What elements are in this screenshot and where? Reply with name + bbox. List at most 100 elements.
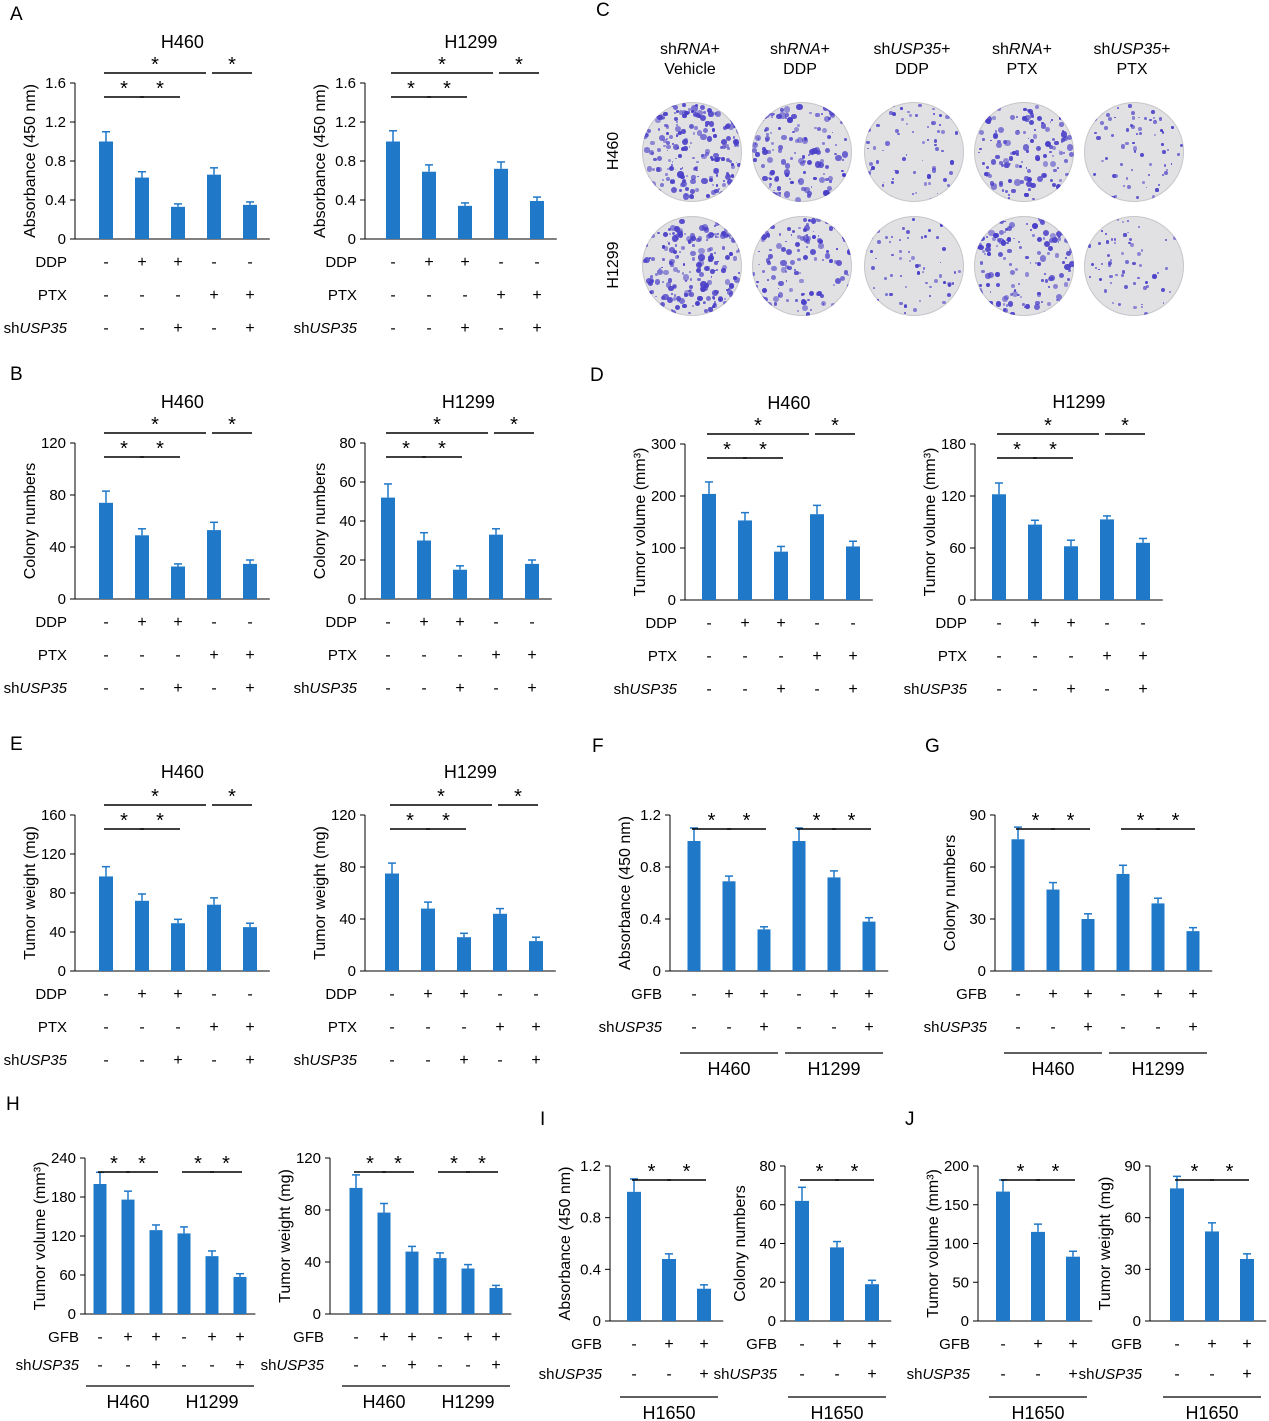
colony-dot — [717, 197, 720, 199]
colony-dot — [996, 141, 1003, 149]
colony-dot — [1090, 184, 1095, 189]
colony-dot — [818, 243, 824, 249]
row-label-shusp35: shUSP35 — [924, 1019, 988, 1036]
colony-dot — [891, 112, 896, 117]
significance-star: * — [1137, 810, 1145, 832]
colony-dot — [694, 125, 698, 130]
colony-dot — [979, 147, 982, 151]
condition-mark: - — [425, 1019, 430, 1036]
colony-dot — [1117, 302, 1122, 307]
colony-dot — [689, 270, 692, 273]
colony-dot — [1022, 116, 1027, 121]
colony-dot — [1029, 120, 1035, 126]
colony-dot — [1033, 129, 1036, 131]
colony-dot — [1067, 134, 1072, 140]
significance-star: * — [407, 78, 415, 100]
colony-dot — [708, 121, 714, 127]
y-tick-label: 1.6 — [45, 75, 66, 92]
condition-mark: + — [245, 1052, 254, 1069]
colony-dot — [1120, 274, 1125, 278]
condition-mark: + — [867, 1336, 876, 1353]
colony-dot — [758, 250, 760, 253]
colony-dot — [926, 138, 929, 142]
colony-dot — [769, 248, 772, 251]
colony-dot — [735, 161, 738, 164]
colony-dot — [991, 183, 998, 190]
colony-dot — [723, 227, 729, 232]
condition-mark: - — [139, 1052, 144, 1069]
chart-title: H460 — [161, 762, 204, 782]
colony-dot — [780, 246, 787, 253]
colony-dot — [770, 113, 774, 117]
colony-dot — [772, 149, 775, 152]
colony-dot — [1163, 164, 1167, 168]
colony-dot — [770, 132, 773, 135]
colony-dot — [773, 196, 779, 202]
colony-dot — [701, 154, 705, 158]
condition-mark: - — [796, 1019, 801, 1036]
colony-dot — [651, 256, 656, 261]
colony-dot — [1055, 230, 1062, 237]
plate-column-label: shRNA+ DDP — [769, 41, 831, 78]
chart-title: H1299 — [442, 392, 495, 412]
colony-dot — [995, 272, 1000, 277]
colony-dot — [724, 144, 729, 149]
colony-dot — [662, 280, 664, 283]
bar — [494, 168, 508, 239]
colony-dot — [1042, 161, 1048, 167]
colony-dot — [685, 174, 688, 177]
bar — [205, 1256, 219, 1314]
colony-dot — [643, 173, 646, 176]
condition-mark: - — [211, 680, 216, 697]
significance-star: * — [683, 1161, 691, 1183]
colony-dot — [1034, 300, 1040, 306]
colony-dot — [725, 254, 731, 261]
colony-dot — [1112, 173, 1117, 178]
colony-dot — [1137, 277, 1140, 280]
condition-mark: - — [726, 1019, 731, 1036]
colony-dot — [990, 139, 992, 142]
bar — [1170, 1188, 1184, 1321]
colony-dot — [899, 302, 903, 306]
colony-dot — [677, 130, 683, 136]
colony-dot — [870, 250, 873, 253]
colony-dot — [736, 189, 740, 194]
colony-dot — [1123, 233, 1127, 237]
colony-dot — [1110, 195, 1115, 200]
colony-dot — [1061, 138, 1065, 142]
colony-dot — [716, 260, 719, 263]
colony-dot — [906, 236, 909, 240]
colony-dot — [1002, 158, 1009, 165]
colony-dot — [1124, 260, 1129, 265]
group-label: H1650 — [810, 1403, 863, 1421]
colony-dot — [1091, 180, 1095, 185]
colony-dot — [974, 103, 977, 106]
colony-dot — [981, 249, 985, 253]
colony-dot — [1087, 244, 1092, 248]
colony-dot — [798, 272, 801, 275]
colony-dot — [659, 113, 666, 121]
colony-dot — [659, 182, 664, 187]
colony-dot — [1099, 110, 1104, 115]
condition-mark: + — [460, 320, 469, 337]
colony-dot — [714, 301, 717, 304]
colony-dot — [989, 291, 992, 293]
colony-dot — [816, 291, 821, 296]
bar — [405, 1251, 419, 1314]
colony-dot — [1047, 286, 1050, 289]
colony-dot — [696, 110, 703, 117]
condition-mark: + — [1030, 615, 1039, 632]
condition-mark: - — [1155, 1019, 1160, 1036]
colony-dot — [786, 249, 793, 256]
colony-dot — [792, 230, 796, 234]
panel-label: J — [905, 1109, 915, 1130]
colony-dot — [666, 149, 669, 152]
colony-dot — [1167, 148, 1170, 151]
colony-dot — [663, 269, 669, 276]
colony-dot — [950, 226, 953, 229]
colony-dot — [666, 125, 670, 129]
condition-mark: - — [211, 320, 216, 337]
colony-dot — [794, 270, 799, 276]
colony-dot — [1087, 113, 1091, 117]
condition-mark: + — [1153, 986, 1162, 1003]
